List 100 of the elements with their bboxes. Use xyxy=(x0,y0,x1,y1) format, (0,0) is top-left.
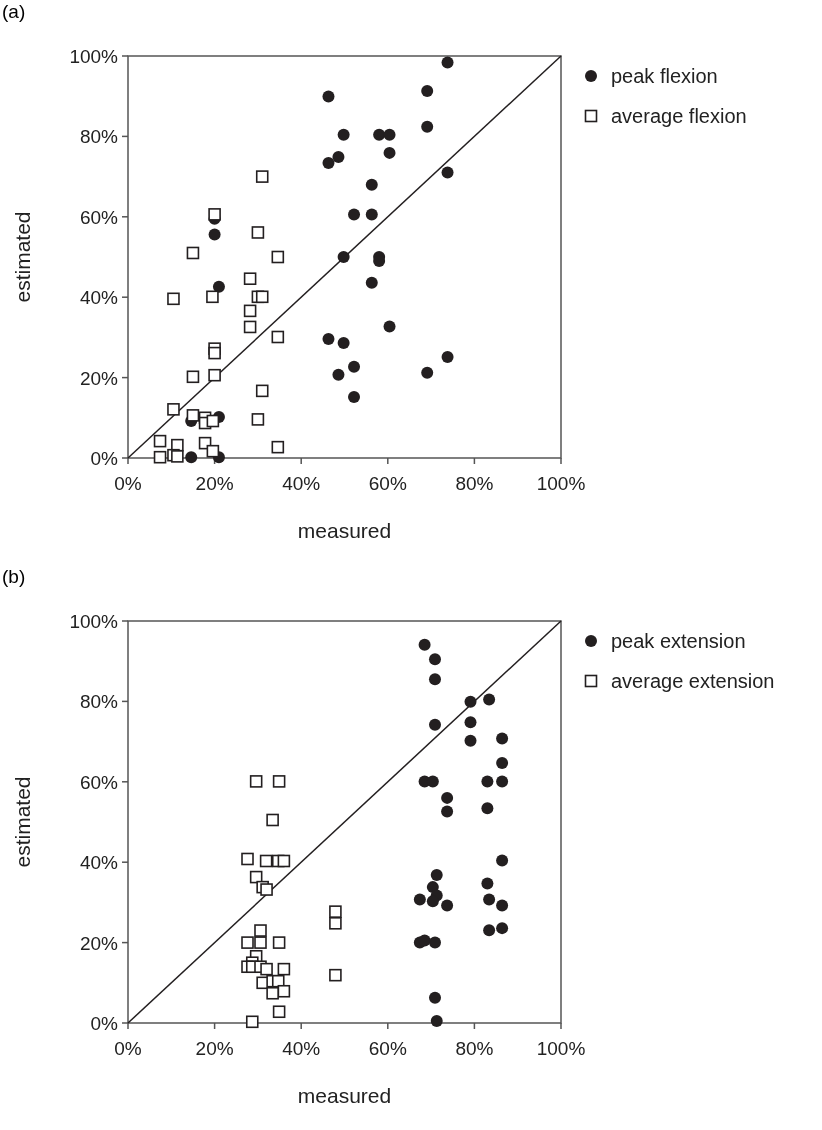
x-tick-label: 80% xyxy=(455,1038,494,1059)
x-tick-label: 100% xyxy=(536,473,586,494)
point xyxy=(186,370,200,384)
legend-label: average flexion xyxy=(611,105,747,127)
point xyxy=(383,128,396,141)
point xyxy=(421,120,434,133)
x-tick-label: 60% xyxy=(368,473,407,494)
point xyxy=(208,228,221,241)
point xyxy=(186,409,200,422)
point xyxy=(255,290,269,304)
legend-label: peak extension xyxy=(611,630,746,652)
x-tick-label: 40% xyxy=(282,473,321,494)
point xyxy=(373,128,386,141)
point xyxy=(481,877,494,890)
point xyxy=(441,166,454,179)
point xyxy=(337,337,350,350)
chart-title: (b) xyxy=(2,566,26,587)
point xyxy=(329,968,342,982)
y-tick-label: 40% xyxy=(79,287,119,309)
point xyxy=(271,974,285,988)
point xyxy=(383,146,396,159)
point xyxy=(254,924,267,937)
point xyxy=(272,775,286,788)
y-tick-label: 80% xyxy=(79,691,119,713)
point xyxy=(167,403,180,416)
x-tick-label: 0% xyxy=(114,1038,142,1059)
point xyxy=(186,246,200,260)
y-axis-title: estimated xyxy=(11,776,34,868)
point xyxy=(241,936,254,949)
point xyxy=(430,1014,443,1027)
y-tick-label: 60% xyxy=(79,771,119,793)
point xyxy=(496,899,509,912)
y-tick-label: 0% xyxy=(90,448,119,469)
point xyxy=(153,434,167,448)
x-tick-label: 80% xyxy=(455,473,494,494)
point xyxy=(277,962,291,976)
point xyxy=(245,1015,259,1029)
point xyxy=(413,893,426,906)
point xyxy=(251,226,265,239)
point xyxy=(266,986,279,1000)
point xyxy=(322,90,335,103)
point xyxy=(171,450,184,463)
y-tick-label: 100% xyxy=(69,611,119,632)
point xyxy=(271,440,285,454)
point xyxy=(496,854,509,867)
point xyxy=(464,695,477,708)
point xyxy=(421,366,434,379)
x-tick-label: 40% xyxy=(282,1038,321,1059)
point xyxy=(348,208,361,221)
x-tick-label: 20% xyxy=(195,1038,234,1059)
point xyxy=(249,775,263,788)
point xyxy=(418,638,431,651)
point xyxy=(329,917,342,930)
point xyxy=(496,732,509,745)
point xyxy=(483,693,496,706)
point xyxy=(429,936,441,949)
point xyxy=(426,895,439,908)
point xyxy=(254,936,267,949)
point xyxy=(206,414,220,428)
point xyxy=(271,330,285,344)
point xyxy=(251,413,265,426)
point xyxy=(277,854,291,868)
point xyxy=(337,128,350,141)
x-axis-title: measured xyxy=(297,519,392,542)
point xyxy=(206,444,220,458)
point xyxy=(441,899,454,912)
point xyxy=(266,813,279,827)
point xyxy=(348,390,361,403)
point xyxy=(332,368,345,381)
point xyxy=(208,346,221,360)
point xyxy=(185,451,198,464)
point xyxy=(208,368,221,382)
y-tick-label: 20% xyxy=(79,367,119,389)
point xyxy=(322,333,335,346)
point xyxy=(260,883,273,896)
point xyxy=(272,1005,286,1019)
point xyxy=(332,150,345,163)
y-tick-label: 100% xyxy=(69,46,119,67)
x-tick-label: 100% xyxy=(536,1038,586,1059)
point xyxy=(348,360,361,373)
point xyxy=(243,304,257,318)
point xyxy=(481,775,494,788)
point xyxy=(430,869,443,882)
x-tick-label: 0% xyxy=(114,473,142,494)
point xyxy=(418,934,431,947)
point xyxy=(272,936,286,949)
y-tick-label: 80% xyxy=(79,126,119,148)
y-tick-label: 40% xyxy=(79,852,119,874)
point xyxy=(421,84,434,97)
point xyxy=(441,56,454,69)
point xyxy=(241,852,254,866)
x-tick-label: 20% xyxy=(195,473,234,494)
point xyxy=(483,893,496,906)
point xyxy=(441,791,454,804)
chart-title: (a) xyxy=(2,1,26,22)
point xyxy=(277,984,291,998)
point xyxy=(365,178,378,191)
point xyxy=(441,805,454,818)
point xyxy=(464,734,477,747)
point xyxy=(255,170,269,183)
